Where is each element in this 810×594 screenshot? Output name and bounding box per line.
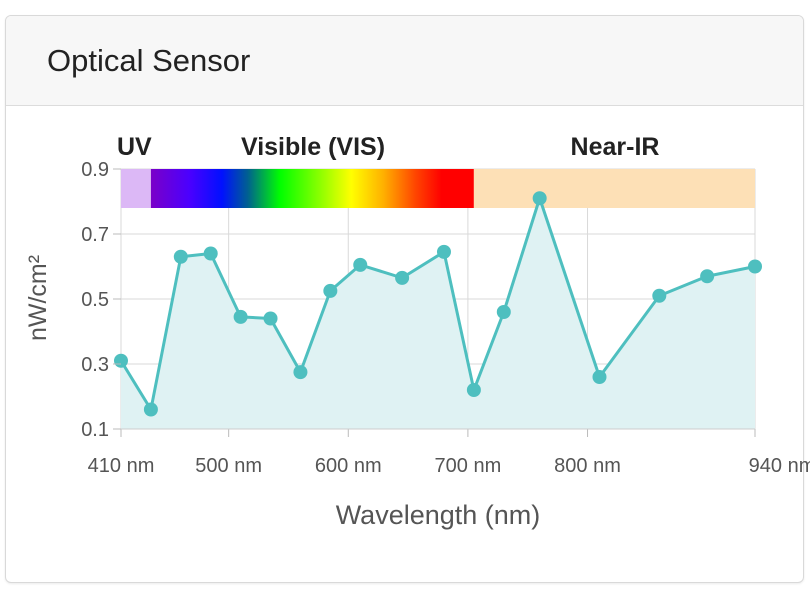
data-point [592,370,607,384]
x-tick-label: 800 nm [554,455,621,477]
y-tick-label: 0.9 [81,159,109,181]
data-point [143,402,158,417]
data-point [748,259,762,274]
y-axis-label: nW/cm² [24,255,52,341]
band-visible-vis [150,169,474,208]
data-point [233,309,248,324]
data-point [323,283,338,298]
x-tick-label: 500 nm [195,455,262,477]
series [114,191,762,429]
data-point [652,288,667,303]
band-label: Visible (VIS) [241,133,385,161]
band-label: Near-IR [571,133,660,161]
x-tick-label: 700 nm [435,455,502,477]
y-tick-label: 0.3 [81,354,109,376]
data-point [353,257,368,272]
band-label: UV [117,133,152,161]
series-area [121,198,755,429]
y-tick-label: 0.1 [81,419,109,441]
card-header: Optical Sensor [6,16,803,106]
axes: 0.1 0.3 0.5 0.7 0.9 410 nm 500 nm 600 nm 700 nm 8… [81,159,810,477]
x-tick-label: 940 nm [749,455,810,477]
band-uv [121,169,151,208]
data-point [466,383,481,397]
x-tick-label: 600 nm [315,455,382,477]
data-point [395,270,410,285]
x-axis-label: Wavelength (nm) [336,500,541,530]
data-point [293,365,308,380]
data-point [436,244,451,259]
data-point [263,311,278,326]
band-near-ir [473,169,755,208]
wavelength-bands: UV Visible (VIS) Near-IR [117,133,755,208]
x-tick-label: 410 nm [88,455,155,477]
data-point [532,191,547,206]
data-point [700,269,715,284]
card-title: Optical Sensor [47,42,251,78]
data-point [203,246,218,261]
y-tick-label: 0.7 [81,224,109,246]
y-tick-label: 0.5 [81,289,109,311]
data-point [496,305,511,319]
data-point [114,353,128,368]
data-point [173,249,188,264]
